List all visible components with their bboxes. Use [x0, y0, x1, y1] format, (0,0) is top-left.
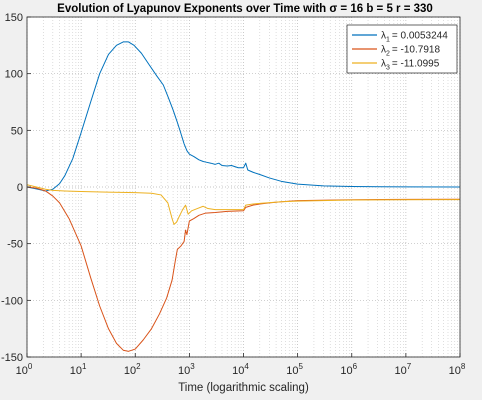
y-tick-label: -150	[1, 352, 23, 364]
legend-label-lambda2: λ2 = -10.7918	[381, 45, 440, 58]
x-tick-label: 104	[232, 362, 249, 377]
y-tick-label: 0	[17, 182, 23, 194]
x-tick-label: 100	[16, 362, 33, 377]
legend-label-lambda3: λ3 = -11.0995	[381, 59, 440, 72]
y-tick-label: -100	[1, 295, 23, 307]
x-tick-label: 105	[286, 362, 303, 377]
y-tick-label: 50	[11, 125, 23, 137]
series-line-lambda3	[26, 184, 461, 225]
x-tick-label: 107	[395, 362, 412, 377]
x-axis-label: Time (logarithmic scaling)	[178, 382, 309, 394]
series-lines	[26, 41, 461, 352]
y-tick-label: 100	[5, 69, 23, 81]
legend-label-lambda1: λ1 = 0.0053244	[381, 31, 448, 44]
x-tick-label: 106	[340, 362, 357, 377]
series-line-lambda1	[26, 41, 461, 192]
x-tick-label: 108	[449, 362, 466, 377]
x-tick-label: 102	[124, 362, 141, 377]
y-tick-label: 150	[5, 12, 23, 24]
chart-title: Evolution of Lyapunov Exponents over Tim…	[57, 3, 433, 15]
x-tick-label: 103	[178, 362, 195, 377]
axis-ticks: 100 101 102 103 104 105 106 107 108 150 100 50 0 -50 -…	[1, 12, 466, 377]
y-tick-label: -50	[7, 239, 23, 251]
series-line-lambda2	[26, 186, 461, 352]
x-tick-label: 101	[70, 362, 87, 377]
